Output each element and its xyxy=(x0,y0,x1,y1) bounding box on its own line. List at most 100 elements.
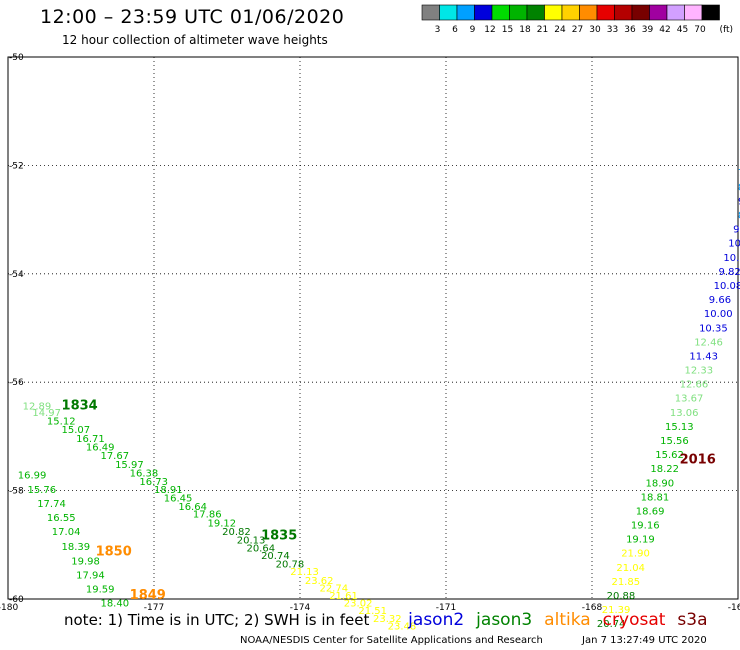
wave-height-label: 20.82 xyxy=(222,527,251,538)
color-scale-label: 21 xyxy=(537,25,548,35)
wave-height-label: 15.12 xyxy=(47,416,76,427)
wave-height-label: 19.12 xyxy=(208,518,237,529)
x-tick-label: -174 xyxy=(290,603,311,613)
wave-height-label: 21.13 xyxy=(290,567,319,578)
wave-height-label: 9.0 xyxy=(738,196,740,207)
wave-height-label: 16.49 xyxy=(86,442,115,453)
wave-height-label: 10.16 xyxy=(728,239,740,250)
color-swatch xyxy=(701,4,720,21)
wave-height-label: 21.85 xyxy=(611,577,640,588)
satellite-legend-item: jason3 xyxy=(476,610,533,630)
wave-height-label: 8.53 xyxy=(738,211,740,222)
note-text: note: 1) Time is in UTC; 2) SWH is in fe… xyxy=(64,611,370,629)
wave-height-label: 12.66 xyxy=(680,380,709,391)
x-tick-label: -177 xyxy=(144,603,164,613)
wave-height-label: 12.89 xyxy=(23,401,52,412)
wave-height-label: 21.04 xyxy=(616,563,645,574)
wave-height-label: 21.39 xyxy=(602,605,631,616)
wave-height-label: 12.46 xyxy=(694,337,723,348)
satellite-legend: jason2 jason3 altika cryosat s3a xyxy=(374,610,707,630)
wave-height-label: 18.69 xyxy=(636,506,665,517)
y-tick-label: -56 xyxy=(9,378,24,388)
wave-height-label: 10.19 xyxy=(723,253,740,264)
wave-height-label: 18.40 xyxy=(100,599,129,610)
satellite-legend-item: altika xyxy=(544,610,591,630)
wave-height-label: 15.07 xyxy=(62,425,91,436)
wave-height-label: 17.86 xyxy=(193,510,222,521)
wave-height-label: 10.00 xyxy=(704,309,733,320)
wave-height-label: 23.32 xyxy=(373,614,402,625)
pass-time-label: 1834 xyxy=(62,398,98,413)
wave-height-label: 16.73 xyxy=(139,477,168,488)
color-scale-label: 24 xyxy=(554,25,566,35)
y-tick-label: -52 xyxy=(9,161,24,171)
wave-height-label: 9.66 xyxy=(709,295,731,306)
wave-height-label: 19.19 xyxy=(626,535,655,546)
satellite-legend-item: cryosat xyxy=(602,610,666,630)
wave-height-label: 23.02 xyxy=(344,599,373,610)
color-scale-label: 30 xyxy=(589,25,601,35)
wave-height-label: 16.64 xyxy=(178,502,207,513)
wave-height-label: 20.78 xyxy=(276,560,305,571)
color-scale-label: 33 xyxy=(607,25,618,35)
wave-height-label: 16.99 xyxy=(18,471,47,482)
color-scale-label: 45 xyxy=(677,25,688,35)
wave-height-label: 20.74 xyxy=(261,551,290,562)
wave-height-label: 21.51 xyxy=(358,606,387,617)
pass-time-label: 1835 xyxy=(261,528,297,543)
y-tick-label: -58 xyxy=(9,487,24,497)
footer-credit: NOAA/NESDIS Center for Satellite Applica… xyxy=(240,635,543,646)
y-tick-label: -60 xyxy=(9,595,24,605)
wave-height-label: 15.62 xyxy=(655,450,684,461)
color-scale-label: 3 xyxy=(435,25,441,35)
pass-time-label: 1850 xyxy=(96,545,132,560)
wave-height-label: 19.59 xyxy=(86,584,115,595)
pass-time-label: 1849 xyxy=(130,588,166,603)
wave-height-label: 18.81 xyxy=(641,492,670,503)
color-scale-label: 70 xyxy=(694,25,706,35)
wave-height-label: 17.67 xyxy=(100,451,129,462)
wave-height-label: 17.74 xyxy=(37,499,66,510)
x-tick-label: -180 xyxy=(0,603,18,613)
color-scale-unit: (ft) xyxy=(719,25,733,35)
wave-height-label: 19.16 xyxy=(631,521,660,532)
x-tick-label: -165 xyxy=(728,603,740,613)
wave-height-label: 18.90 xyxy=(646,478,675,489)
wave-height-label: 15.56 xyxy=(660,436,689,447)
color-scale-label: 6 xyxy=(452,25,458,35)
wave-height-label: 16.71 xyxy=(76,434,105,445)
wave-height-label: 19.98 xyxy=(71,556,100,567)
x-tick-label: -168 xyxy=(582,603,603,613)
wave-height-label: 17.04 xyxy=(52,527,81,538)
wave-height-label: 20.64 xyxy=(246,543,275,554)
wave-height-label: 20.13 xyxy=(237,536,266,547)
wave-height-label: 11.43 xyxy=(689,351,718,362)
satellite-legend-item: jason2 xyxy=(408,610,465,630)
x-tick-label: -171 xyxy=(436,603,456,613)
wave-height-label: 10.35 xyxy=(699,323,728,334)
y-tick-label: -50 xyxy=(9,53,24,63)
wave-height-label: 13.67 xyxy=(675,394,704,405)
wave-height-label: 7 xyxy=(738,168,740,179)
color-scale-label: 9 xyxy=(470,25,476,35)
plot-frame xyxy=(7,56,739,600)
wave-height-label: 15.76 xyxy=(27,485,56,496)
wave-height-label: 18.22 xyxy=(650,464,679,475)
wave-height-label: 15.13 xyxy=(665,422,694,433)
wave-height-label: 15.97 xyxy=(115,460,144,471)
wave-height-label: 17.94 xyxy=(76,570,105,581)
wave-height-label: 9.17 xyxy=(733,225,740,236)
wave-height-label: 20.74 xyxy=(597,619,626,630)
color-scale-label: 42 xyxy=(659,25,670,35)
legend-note: note: 1) Time is in UTC; 2) SWH is in fe… xyxy=(64,610,708,630)
wave-height-label: 23.62 xyxy=(305,576,334,587)
footer-timestamp: Jan 7 13:27:49 UTC 2020 xyxy=(582,635,707,646)
color-scale-label: 18 xyxy=(519,25,531,35)
wave-height-label: 21.90 xyxy=(621,549,650,560)
color-scale-label: 15 xyxy=(502,25,513,35)
y-tick-label: -54 xyxy=(9,270,24,280)
wave-height-label: 8. xyxy=(738,182,740,193)
wave-height-label: 21.61 xyxy=(329,591,358,602)
chart-title: 12:00 – 23:59 UTC 01/06/2020 xyxy=(40,6,345,28)
